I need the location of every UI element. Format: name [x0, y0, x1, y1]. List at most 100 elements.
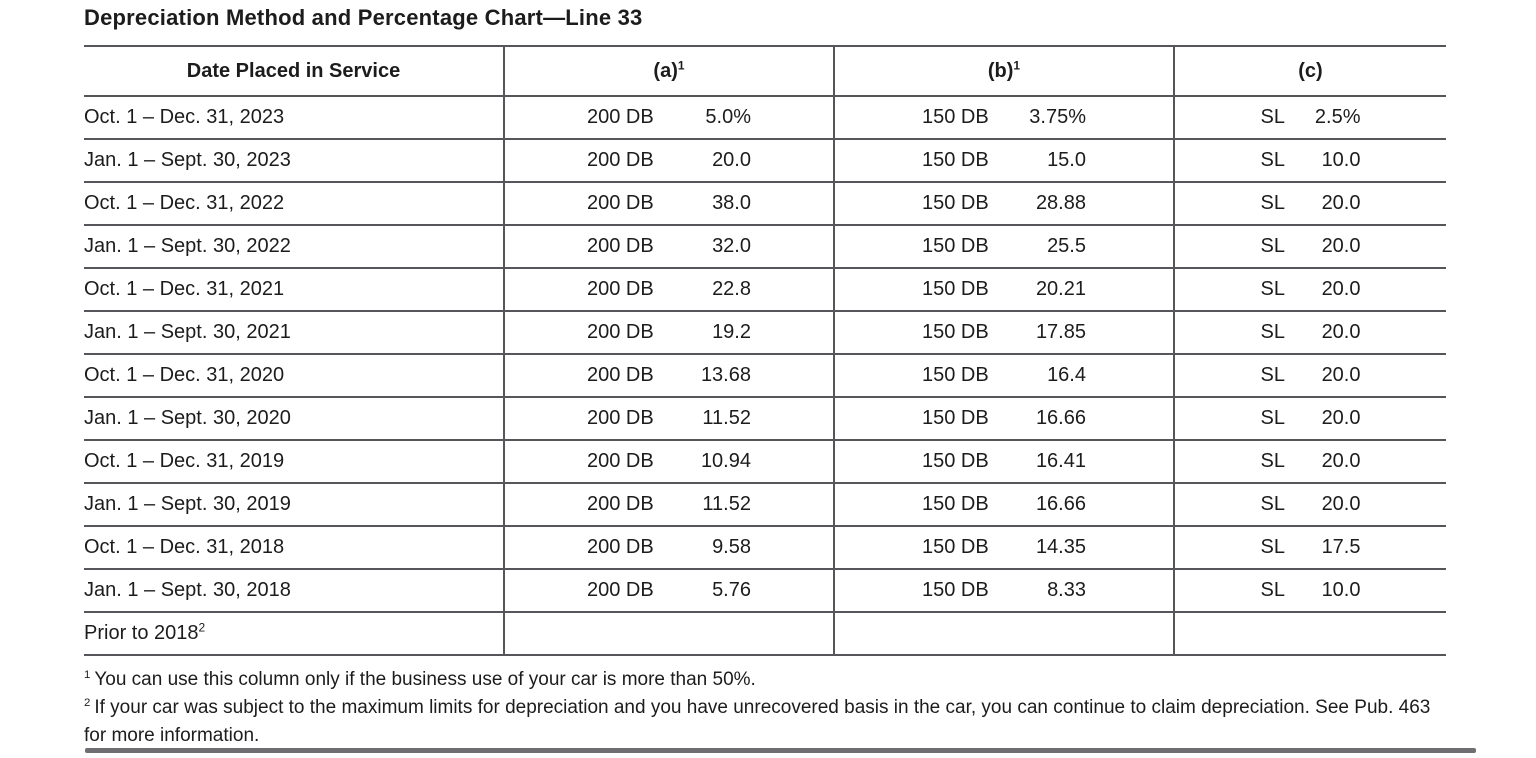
col-a-cell: 200 DB 11.52 [504, 483, 835, 527]
col-c-cell: SL 17.5 [1174, 526, 1446, 570]
method-label: SL [1260, 278, 1285, 300]
percentage-value: 3.75% [1029, 106, 1086, 128]
table-row: Oct. 1 – Dec. 31, 2018 200 DB 9.58 150 DB… [84, 526, 1446, 570]
footnote-2-marker: 2 [84, 696, 91, 709]
date-cell: Prior to 20182 [84, 612, 505, 656]
col-c-cell: SL 20.0 [1174, 225, 1446, 269]
percentage-value: 20.0 [1321, 192, 1361, 214]
method-label: SL [1260, 149, 1285, 171]
footnote-1-text: You can use this column only if the busi… [94, 669, 756, 690]
percentage-value: 25.5 [1047, 235, 1086, 257]
col-b-cell: 150 DB 16.4 [834, 354, 1175, 398]
column-header-date: Date Placed in Service [84, 46, 505, 97]
date-cell: Jan. 1 – Sept. 30, 2023 [84, 139, 505, 183]
col-b-cell: 150 DB 17.85 [834, 311, 1175, 355]
table-row: Oct. 1 – Dec. 31, 2023 200 DB 5.0% 150 DB… [84, 96, 1446, 140]
table-row: Jan. 1 – Sept. 30, 2022 200 DB 32.0 150 D… [84, 225, 1446, 269]
date-cell: Oct. 1 – Dec. 31, 2021 [84, 268, 505, 312]
col-a-cell: 200 DB 22.8 [504, 268, 835, 312]
table-row: Oct. 1 – Dec. 31, 2022 200 DB 38.0 150 DB… [84, 182, 1446, 226]
percentage-value: 15.0 [1047, 149, 1086, 171]
percentage-value: 5.0% [705, 106, 751, 128]
column-header-c-label: (c) [1298, 59, 1323, 82]
method-label: 200 DB [587, 407, 654, 429]
col-b-cell: 150 DB 3.75% [834, 96, 1175, 140]
col-a-cell: 200 DB 11.52 [504, 397, 835, 441]
method-label: 150 DB [922, 321, 989, 343]
date-cell: Oct. 1 – Dec. 31, 2023 [84, 96, 505, 140]
method-label: 200 DB [587, 149, 654, 171]
col-a-cell: 200 DB 20.0 [504, 139, 835, 183]
percentage-value: 2.5% [1314, 106, 1361, 128]
percentage-value: 10.0 [1321, 149, 1361, 171]
method-label: 200 DB [587, 321, 654, 343]
col-c-cell: SL 20.0 [1174, 182, 1446, 226]
col-a-cell: 200 DB 19.2 [504, 311, 835, 355]
percentage-value: 20.0 [1321, 450, 1361, 472]
table-row: Oct. 1 – Dec. 31, 2019 200 DB 10.94 150 D… [84, 440, 1446, 484]
date-cell: Jan. 1 – Sept. 30, 2021 [84, 311, 505, 355]
percentage-value: 10.94 [700, 450, 751, 472]
percentage-value: 11.52 [702, 493, 751, 515]
method-label: 150 DB [922, 579, 989, 601]
percentage-value: 8.33 [1047, 579, 1086, 601]
footnote-1-reference: 1 [677, 57, 685, 72]
col-c-cell: SL 20.0 [1174, 397, 1446, 441]
col-a-cell: 200 DB 10.94 [504, 440, 835, 484]
percentage-value: 16.41 [1035, 450, 1086, 472]
method-label: 150 DB [922, 364, 989, 386]
percentage-value: 16.4 [1047, 364, 1086, 386]
percentage-value: 14.35 [1035, 536, 1086, 558]
date-cell: Jan. 1 – Sept. 30, 2022 [84, 225, 505, 269]
footnote-2: 2 If your car was subject to the maximum … [84, 694, 1446, 750]
table-row: Jan. 1 – Sept. 30, 2021 200 DB 19.2 150 D… [84, 311, 1446, 355]
col-b-cell: 150 DB 14.35 [834, 526, 1175, 570]
method-label: 200 DB [587, 579, 654, 601]
method-label: 150 DB [922, 278, 989, 300]
method-label: 200 DB [587, 106, 654, 128]
footnote-1: 1 You can use this column only if the bus… [84, 666, 1446, 694]
percentage-value: 16.66 [1035, 493, 1086, 515]
date-cell: Jan. 1 – Sept. 30, 2020 [84, 397, 505, 441]
percentage-value: 20.0 [1321, 321, 1361, 343]
method-label: 200 DB [587, 364, 654, 386]
column-header-c: (c) [1174, 46, 1446, 97]
method-label: 150 DB [922, 536, 989, 558]
col-b-cell: 150 DB 28.88 [834, 182, 1175, 226]
col-c-cell: SL 2.5% [1174, 96, 1446, 140]
table-row: Oct. 1 – Dec. 31, 2021 200 DB 22.8 150 DB… [84, 268, 1446, 312]
percentage-value: 20.21 [1035, 278, 1086, 300]
column-header-b-label: (b) [987, 59, 1014, 82]
col-b-cell: 150 DB 8.33 [834, 569, 1175, 613]
method-label: SL [1260, 192, 1285, 214]
date-cell: Oct. 1 – Dec. 31, 2018 [84, 526, 505, 570]
column-header-date-label: Date Placed in Service [186, 59, 401, 82]
col-b-cell: 150 DB 25.5 [834, 225, 1175, 269]
method-label: SL [1260, 364, 1285, 386]
percentage-value: 22.8 [712, 278, 751, 300]
table-row: Jan. 1 – Sept. 30, 2019 200 DB 11.52 150 … [84, 483, 1446, 527]
col-c-cell: SL 20.0 [1174, 483, 1446, 527]
col-a-cell: 200 DB 32.0 [504, 225, 835, 269]
method-label: 150 DB [922, 149, 989, 171]
date-cell: Oct. 1 – Dec. 31, 2019 [84, 440, 505, 484]
method-label: 200 DB [587, 536, 654, 558]
method-label: SL [1260, 536, 1285, 558]
method-label: SL [1260, 321, 1285, 343]
percentage-value: 5.76 [712, 579, 751, 601]
method-label: SL [1260, 407, 1285, 429]
footnote-1-marker: 1 [84, 668, 91, 681]
percentage-value: 9.58 [712, 536, 751, 558]
col-b-cell [834, 612, 1175, 656]
column-header-a-label: (a) [653, 59, 678, 82]
col-a-cell [504, 612, 835, 656]
percentage-value: 19.2 [712, 321, 751, 343]
method-label: 150 DB [922, 106, 989, 128]
percentage-value: 28.88 [1035, 192, 1086, 214]
col-a-cell: 200 DB 5.0% [504, 96, 835, 140]
table-row: Oct. 1 – Dec. 31, 2020 200 DB 13.68 150 D… [84, 354, 1446, 398]
percentage-value: 20.0 [1321, 407, 1361, 429]
method-label: 150 DB [922, 493, 989, 515]
percentage-value: 16.66 [1035, 407, 1086, 429]
table-row: Prior to 20182 [84, 612, 1446, 656]
